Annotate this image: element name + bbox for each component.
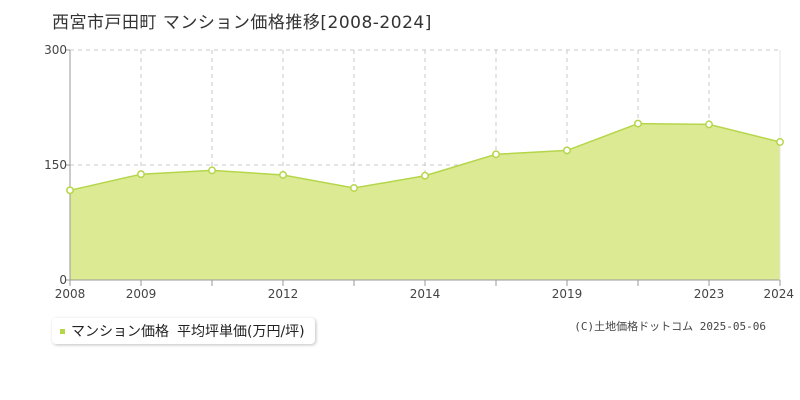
area-fill bbox=[70, 123, 780, 280]
y-tick-label: 150 bbox=[44, 158, 67, 172]
data-point bbox=[350, 184, 358, 192]
y-tick-label: 0 bbox=[59, 273, 67, 287]
legend-series-label: マンション価格 bbox=[71, 324, 169, 340]
data-point bbox=[421, 171, 429, 180]
data-point bbox=[492, 150, 500, 159]
data-point bbox=[208, 166, 216, 175]
legend: マンション価格 平均坪単価(万円/坪) bbox=[52, 318, 315, 344]
data-point bbox=[634, 119, 642, 128]
x-tick-label: 2009 bbox=[126, 287, 157, 301]
source-credit: (C)土地価格ドットコム 2025-05-06 bbox=[574, 320, 766, 333]
data-point bbox=[66, 186, 74, 195]
legend-marker bbox=[60, 328, 65, 334]
data-point bbox=[137, 170, 145, 179]
data-point bbox=[776, 138, 784, 146]
x-tick-label: 2023 bbox=[694, 287, 725, 301]
axes bbox=[65, 49, 781, 286]
x-tick-label: 2019 bbox=[552, 287, 583, 301]
x-tick-label: 2014 bbox=[410, 287, 441, 301]
x-tick-label: 2008 bbox=[55, 287, 86, 301]
chart-title: 西宮市戸田町 マンション価格推移[2008-2024] bbox=[52, 13, 432, 33]
data-point bbox=[705, 120, 713, 129]
data-point bbox=[563, 146, 571, 155]
legend-unit-label: 平均坪単価(万円/坪) bbox=[177, 324, 305, 340]
tick-labels: 0 150 300 2008 2009 2012 2014 2019 2023 2024 bbox=[44, 43, 794, 301]
x-tick-label: 2024 bbox=[763, 287, 794, 301]
data-markers bbox=[66, 119, 784, 195]
x-tick-label: 2012 bbox=[268, 287, 299, 301]
data-point bbox=[279, 171, 287, 179]
y-tick-label: 300 bbox=[44, 43, 67, 57]
